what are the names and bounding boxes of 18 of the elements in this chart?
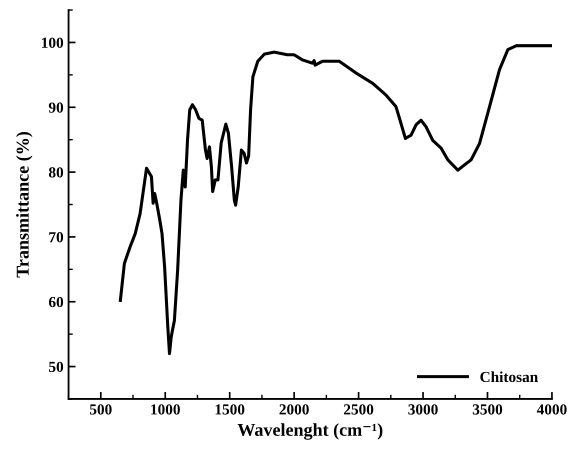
y-tick-label: 80: [48, 167, 64, 178]
x-tick-label: 2000: [280, 404, 309, 415]
x-axis-title: Wavelenght (cm⁻¹): [238, 423, 382, 440]
x-tick-label: 500: [90, 404, 112, 415]
x-tick-label: 2500: [344, 404, 374, 415]
y-tick-label: 70: [49, 232, 64, 242]
x-tick-label: 3000: [408, 404, 438, 415]
y-tick-label: 90: [48, 102, 64, 113]
line-series: [118, 44, 552, 356]
y-tick-label: 100: [42, 38, 64, 48]
legend-label: Chitosan: [480, 371, 538, 382]
y-tick-label: 50: [49, 362, 64, 372]
x-tick-label: 1000: [151, 404, 180, 415]
x-tick-label: 4000: [536, 404, 567, 415]
y-axis-title: Transmittance (%): [16, 132, 32, 278]
x-tick-label: 1500: [216, 404, 244, 415]
y-tick-label: 60: [48, 296, 64, 308]
x-tick-label: 3500: [472, 404, 502, 415]
